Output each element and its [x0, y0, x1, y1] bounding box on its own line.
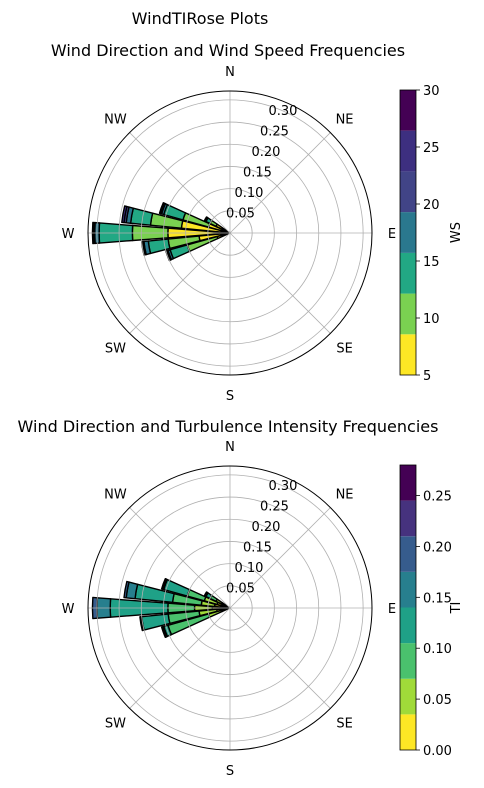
direction-label-se: SE [336, 717, 352, 732]
rose-bar-segment-290-5 [160, 577, 167, 590]
colorbar-bin [400, 293, 416, 335]
colorbar-tick-label: 5 [423, 369, 431, 384]
radial-tick-label: 0.05 [226, 207, 255, 222]
angular-gridline [229, 232, 331, 334]
colorbar-tick-label: 15 [423, 255, 440, 270]
direction-label-w: W [62, 602, 75, 617]
direction-label-n: N [225, 440, 235, 455]
colorbar-tick-label: 25 [423, 141, 440, 156]
colorbar-bin [400, 212, 416, 253]
colorbar-tick-label: 0.25 [423, 490, 452, 505]
colorbar-tick-label: 0.05 [423, 693, 452, 708]
colorbar-bin [400, 252, 416, 294]
colorbar-frame [399, 464, 417, 751]
angular-gridline [229, 507, 331, 609]
direction-label-s: S [226, 764, 234, 779]
radial-tick-label: 0.15 [243, 541, 272, 556]
direction-label-e: E [388, 227, 396, 242]
direction-label-sw: SW [105, 717, 126, 732]
direction-label-w: W [62, 227, 75, 242]
rose-bar-segment-300-5 [203, 591, 208, 597]
colorbar-tick-label: 0.15 [423, 591, 452, 606]
colorbar-label: TI [449, 602, 464, 615]
radial-tick-label: 0.30 [268, 479, 297, 494]
colorbar: 0.00 0.05 0.10 0.15 0.20 0.25 TI [399, 464, 464, 759]
wind-speed-rose-panel: Wind Direction and Wind Speed Frequencie… [51, 41, 464, 404]
colorbar-bin [400, 465, 416, 501]
polar-grid [88, 466, 372, 750]
angular-gridline [129, 507, 231, 609]
colorbar-tick-label: 0.00 [423, 744, 452, 759]
polar-frame [87, 465, 373, 751]
colorbar-bin [400, 607, 416, 644]
turbulence-intensity-rose-panel: Wind Direction and Turbulence Intensity … [18, 417, 464, 779]
angular-gridline [229, 607, 331, 709]
colorbar-tick-label: 20 [423, 198, 440, 213]
direction-label-e: E [388, 602, 396, 617]
figure-suptitle: WindTIRose Plots [132, 9, 269, 28]
rose-bar-segment-260-5 [139, 616, 144, 632]
colorbar-bin [400, 571, 416, 608]
rose-bar-segment-300-5 [203, 216, 208, 222]
panel-title: Wind Direction and Wind Speed Frequencie… [51, 41, 405, 60]
direction-label-n: N [225, 65, 235, 80]
direction-label-nw: NW [104, 112, 127, 127]
angular-gridline [129, 607, 231, 709]
colorbar-tick-label: 0.10 [423, 642, 452, 657]
radial-tick-label: 0.20 [251, 520, 280, 535]
direction-label-nw: NW [104, 487, 127, 502]
radial-tick-label: 0.20 [251, 145, 280, 160]
angular-gridline [129, 132, 231, 234]
radial-tick-label: 0.30 [268, 104, 297, 119]
direction-label-s: S [226, 389, 234, 404]
polar-frame [87, 90, 373, 376]
radial-tick-label: 0.05 [226, 582, 255, 597]
direction-label-sw: SW [105, 342, 126, 357]
radial-tick-label: 0.10 [235, 561, 264, 576]
rose-bars [91, 202, 231, 262]
direction-label-se: SE [336, 342, 352, 357]
colorbar-tick-label: 10 [423, 312, 440, 327]
colorbar-tick-label: 30 [423, 84, 440, 99]
direction-label-ne: NE [336, 112, 354, 127]
angular-gridline [129, 232, 231, 334]
angular-gridline [229, 132, 331, 234]
colorbar-bin [400, 500, 416, 537]
colorbar-bin [400, 334, 416, 375]
colorbar-frame [399, 89, 417, 376]
radial-tick-label: 0.25 [260, 500, 289, 515]
colorbar: 5 10 15 20 25 30 WS [399, 84, 464, 384]
colorbar-tick-label: 0.20 [423, 540, 452, 555]
polar-grid [88, 91, 372, 375]
colorbar-bin [400, 536, 416, 572]
colorbar-bin [400, 171, 416, 213]
radial-tick-label: 0.15 [243, 166, 272, 181]
rose-bar-segment-250-5 [160, 626, 167, 639]
colorbar-bin [400, 678, 416, 715]
colorbar-bin [400, 90, 416, 131]
colorbar-bin [400, 643, 416, 679]
colorbar-bin [400, 714, 416, 750]
radial-tick-label: 0.10 [235, 186, 264, 201]
panel-title: Wind Direction and Turbulence Intensity … [18, 417, 439, 436]
radial-tick-label: 0.25 [260, 125, 289, 140]
colorbar-bin [400, 130, 416, 172]
colorbar-label: WS [449, 222, 464, 243]
rose-bar-segment-290-5 [158, 202, 166, 215]
direction-label-ne: NE [336, 487, 354, 502]
rose-bar-segment-280-5 [121, 205, 128, 224]
rose-bar-segment-280-5 [123, 580, 130, 599]
